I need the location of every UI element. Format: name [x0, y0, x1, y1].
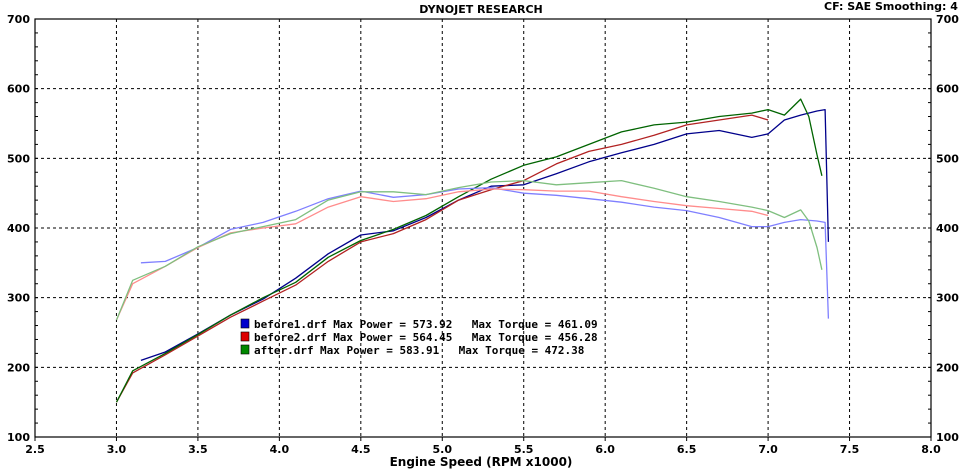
header-settings: CF: SAE Smoothing: 4	[824, 0, 958, 13]
series-before2-drf-power	[115, 114, 769, 403]
legend-swatch	[240, 344, 250, 355]
legend-power-2: Max Power = 583.91	[320, 344, 440, 357]
legend-file-2: after.drf	[254, 344, 314, 357]
series-before1-drf-torque	[140, 186, 830, 319]
legend-torque-1: Max Torque = 456.28	[472, 331, 598, 344]
y-tick-label-right: 100	[936, 431, 959, 444]
series-after-drf-power	[115, 98, 823, 403]
y-tick-label-left: 700	[7, 13, 30, 26]
x-tick-label: 5.0	[433, 443, 453, 456]
x-tick-label: 4.0	[270, 443, 290, 456]
x-axis-title: Engine Speed (RPM x1000)	[390, 455, 573, 469]
y-tick-label-right: 400	[936, 222, 959, 235]
legend-torque-0: Max Torque = 461.09	[472, 318, 598, 331]
x-tick-label: 3.0	[107, 443, 127, 456]
x-tick-label: 2.5	[25, 443, 45, 456]
x-tick-label: 7.0	[758, 443, 778, 456]
legend-power-1: Max Power = 564.45	[333, 331, 452, 344]
y-tick-label-right: 500	[936, 152, 959, 165]
y-tick-label-left: 400	[7, 222, 30, 235]
legend-torque-2: Max Torque = 472.38	[459, 344, 585, 357]
legend-swatch	[240, 318, 250, 329]
series-lines	[115, 98, 830, 403]
chart-title: DYNOJET RESEARCH	[419, 3, 542, 16]
legend: before1.drf Max Power = 573.92 Max Torque …	[240, 318, 598, 357]
x-tick-label: 6.5	[677, 443, 697, 456]
y-tick-label-left: 600	[7, 83, 30, 96]
x-tick-label: 3.5	[188, 443, 208, 456]
series-after-drf-torque	[115, 179, 823, 321]
legend-file-1: before2.drf	[254, 331, 327, 344]
legend-file-0: before1.drf	[254, 318, 327, 331]
y-tick-label-left: 100	[7, 431, 30, 444]
x-tick-label: 8.0	[921, 443, 941, 456]
y-tick-label-right: 700	[936, 13, 959, 26]
x-tick-label: 5.5	[514, 443, 534, 456]
x-tick-label: 7.5	[840, 443, 860, 456]
y-tick-label-left: 500	[7, 152, 30, 165]
x-tick-label: 6.0	[595, 443, 615, 456]
grid-lines	[35, 19, 931, 437]
y-tick-label-right: 200	[936, 361, 959, 374]
y-tick-label-right: 600	[936, 83, 959, 96]
y-tick-label-right: 300	[936, 292, 959, 305]
legend-power-0: Max Power = 573.92	[333, 318, 452, 331]
y-tick-label-left: 200	[7, 361, 30, 374]
y-tick-label-left: 300	[7, 292, 30, 305]
legend-swatch	[240, 331, 250, 342]
x-tick-label: 4.5	[351, 443, 371, 456]
